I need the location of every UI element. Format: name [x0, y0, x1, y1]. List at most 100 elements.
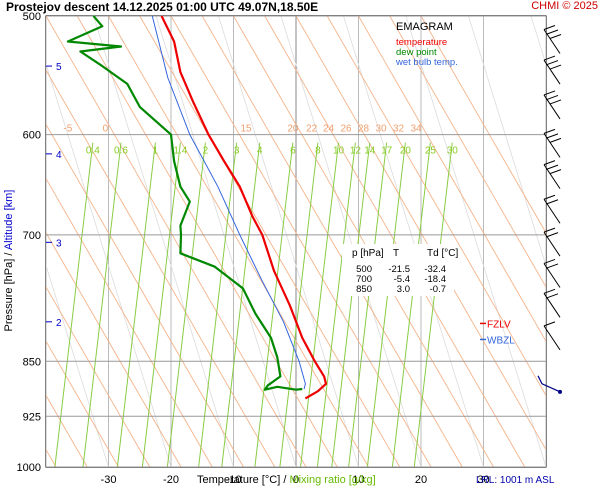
dry-adiabat-line — [46, 286, 151, 467]
wind-barb-staff — [543, 94, 561, 120]
lrl-label: LRL: 1001 m ASL — [476, 475, 555, 486]
mixing-ratio-line — [116, 142, 156, 467]
wind-barb-feather — [549, 169, 562, 175]
dry-adiabat-label: 32 — [393, 124, 405, 135]
table-cell: -5.4 — [394, 274, 410, 285]
wind-barb — [543, 25, 562, 54]
mixing-ratio-line — [198, 142, 238, 467]
mixing-ratio-label: 12 — [350, 146, 362, 157]
wind-barb — [543, 258, 561, 288]
saturation-adiabat-line — [218, 16, 359, 467]
mixing-ratio-label: 30 — [447, 146, 459, 157]
wind-barb-feather — [543, 128, 556, 134]
dry-adiabat-label: 22 — [306, 124, 318, 135]
wind-barb-feather — [546, 199, 559, 205]
dry-adiabat-line — [420, 16, 546, 234]
altitude-tick-label: 3 — [56, 238, 62, 249]
dry-adiabat-line — [46, 231, 182, 467]
altitude-tick-label: 4 — [56, 150, 62, 161]
x-axis-label: Temperature [°C] / Mixing ratio [g/kg] — [197, 474, 376, 486]
wind-barb-feather — [546, 263, 559, 269]
wind-barb-staff — [543, 293, 561, 318]
mixing-ratio-label: 20 — [400, 146, 412, 157]
x-tick-label: 30 — [477, 474, 489, 486]
wind-barb-feather — [546, 232, 559, 238]
series-dew-point — [66, 15, 303, 391]
dry-adiabat-line — [46, 340, 119, 467]
dry-adiabat-label: 26 — [340, 124, 352, 135]
table-cell: 850 — [356, 284, 372, 295]
altitude-tick-label: 2 — [56, 318, 62, 329]
mixing-ratio-line — [141, 142, 181, 467]
wind-barb — [537, 375, 562, 394]
wind-barb-staff — [543, 231, 561, 257]
dry-adiabat-line — [389, 16, 546, 288]
mixing-ratio-label: 8 — [315, 146, 321, 157]
wind-barb-feather — [543, 258, 556, 264]
wind-barb-feather — [543, 90, 556, 96]
mixing-ratio-line — [254, 142, 294, 467]
table-header: T — [393, 248, 399, 259]
wind-barb-feather — [549, 137, 562, 143]
marker-fzlv-label: FZLV — [487, 319, 511, 330]
dry-adiabat-line — [46, 16, 307, 467]
saturation-adiabat-line — [93, 16, 234, 467]
saturation-adiabat-line — [468, 16, 546, 268]
table-cell: -21.5 — [388, 264, 410, 275]
wind-barb-feather — [549, 34, 562, 39]
wind-barb-feather — [546, 164, 559, 170]
altitude-axis-label: Altitude [km] — [3, 190, 15, 251]
wind-barb-staff — [543, 198, 561, 224]
table-header: p [hPa] — [352, 248, 384, 259]
mixing-ratio-label: 4 — [257, 146, 263, 157]
pressure-tick-label: 850 — [23, 356, 41, 368]
wind-barb — [543, 288, 561, 318]
dry-adiabat-label: 30 — [375, 124, 387, 135]
wind-barb-feather — [546, 293, 559, 299]
mixing-ratio-label: 25 — [425, 146, 437, 157]
wind-barb — [543, 160, 562, 189]
wind-barb-feather — [546, 133, 559, 139]
dry-adiabat-line — [264, 16, 526, 467]
y-axis-separator: / — [3, 250, 15, 256]
saturation-adiabat-line — [343, 16, 484, 467]
pressure-axis-label: Pressure [hPa] — [3, 256, 15, 332]
mixing-ratio-label: 0.4 — [86, 146, 100, 157]
grid-lines — [46, 16, 546, 467]
mixing-ratio-line — [221, 142, 261, 467]
mixing-ratio-label: 10 — [333, 146, 345, 157]
table-cell: 500 — [356, 264, 372, 275]
temperature-axis-label: Temperature [°C] — [197, 474, 281, 486]
saturation-adiabat-line — [280, 16, 422, 467]
wind-barb-staff — [537, 375, 561, 393]
brand-label: CHMI © 2025 — [531, 0, 598, 12]
pressure-tick-label: 700 — [23, 230, 41, 242]
legend-title: EMAGRAM — [396, 21, 453, 33]
data-table-bg — [342, 244, 454, 296]
wind-barb-feather — [546, 94, 559, 100]
table-cell: -0.7 — [430, 284, 446, 295]
x-tick-label: 20 — [415, 474, 427, 486]
legend-entry: wet bulb temp. — [395, 57, 458, 68]
mixing-ratio-line — [331, 142, 371, 467]
mixing-ratio-line — [391, 142, 431, 467]
chart-title: Prostejov descent 14.12.2025 01:00 UTC 4… — [6, 0, 319, 14]
wind-barb — [543, 128, 562, 158]
mixing-ratio-label: 2 — [203, 146, 209, 157]
wind-barb-staff — [543, 59, 561, 85]
table-header: Td [°C] — [427, 248, 458, 259]
grid-layer — [45, 15, 547, 468]
altitude-tick-label: 5 — [56, 62, 62, 73]
dry-adiabat-line — [295, 16, 546, 451]
legend-entry: dew point — [396, 47, 437, 58]
mixing-ratio-label: 17 — [381, 146, 393, 157]
dry-adiabat-line — [46, 69, 276, 467]
pressure-tick-label: 500 — [23, 11, 41, 23]
wind-barb-staff — [543, 133, 561, 158]
series-wet-bulb-temp — [151, 15, 306, 390]
wind-barb-feather — [543, 55, 556, 61]
mixing-ratio-line — [316, 142, 356, 467]
dry-adiabat-line — [46, 123, 244, 467]
